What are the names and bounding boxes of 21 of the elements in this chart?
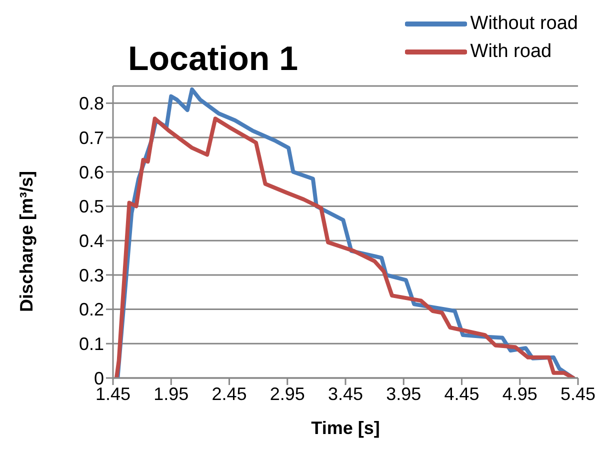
y-tick-label: 0.5 <box>78 196 104 217</box>
x-tick-label: 2.45 <box>212 384 247 404</box>
x-axis-title: Time [s] <box>311 418 380 438</box>
y-tick-label: 0.7 <box>78 128 104 148</box>
y-tick-label: 0.4 <box>78 230 104 251</box>
chart-title: Location 1 <box>128 40 298 79</box>
x-tick-label: 3.45 <box>328 384 364 404</box>
legend-label: Without road <box>470 13 578 35</box>
x-tick-label: 5.45 <box>560 384 596 404</box>
y-axis-title: Discharge [m³/s] <box>16 170 36 312</box>
x-tick-label: 4.45 <box>444 384 480 404</box>
x-tick-label: 2.95 <box>270 384 305 404</box>
y-tick-label: 0.6 <box>78 162 104 182</box>
x-tick-label: 1.95 <box>154 384 189 404</box>
x-tick-label: 4.95 <box>502 384 538 404</box>
y-tick-label: 0.2 <box>78 300 104 320</box>
y-tick-label: 0.1 <box>78 334 104 354</box>
y-tick-label: 0.3 <box>78 265 104 286</box>
y-tick-label: 0.8 <box>78 94 104 114</box>
x-tick-label: 3.95 <box>386 384 422 404</box>
legend-label: With road <box>470 41 552 63</box>
